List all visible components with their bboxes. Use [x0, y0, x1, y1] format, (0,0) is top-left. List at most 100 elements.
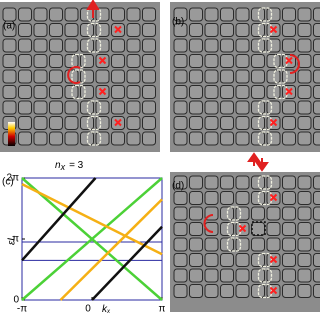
- resonator: [80, 69, 94, 84]
- resonator: [173, 222, 188, 236]
- resonator: [189, 237, 203, 252]
- resonator: [189, 175, 203, 190]
- resonator: [266, 100, 281, 115]
- resonator: [49, 7, 63, 22]
- panel-label: (d): [172, 181, 184, 192]
- resonator: [189, 222, 203, 236]
- band-line: [21, 182, 163, 256]
- resonator: [173, 69, 188, 84]
- resonator: [313, 100, 320, 115]
- resonator: [189, 54, 203, 68]
- resonator: [297, 54, 312, 68]
- resonator: [18, 23, 32, 37]
- resonator: [142, 116, 156, 130]
- resonator: [126, 116, 141, 130]
- resonator: [313, 54, 320, 68]
- resonator: [313, 175, 320, 190]
- resonator: [173, 85, 188, 99]
- panel-label: (a): [3, 21, 15, 32]
- resonator: [49, 100, 63, 115]
- resonator: [297, 206, 312, 221]
- coupler: [114, 25, 122, 34]
- resonator: [282, 237, 296, 252]
- resonator: [204, 284, 219, 298]
- resonator: [297, 253, 312, 267]
- edge-resonator: [226, 206, 242, 221]
- resonator: [251, 175, 265, 190]
- resonator: [33, 100, 48, 115]
- resonator: [111, 131, 125, 146]
- resonator: [297, 175, 312, 190]
- coupler: [269, 193, 278, 202]
- resonator: [266, 222, 281, 236]
- resonator: [126, 100, 141, 115]
- resonator: [189, 85, 203, 99]
- resonator: [64, 7, 79, 22]
- resonator: [18, 38, 32, 53]
- resonator: [220, 100, 234, 115]
- resonator: [111, 85, 125, 99]
- resonator: [266, 237, 281, 252]
- resonator: [313, 284, 320, 298]
- coupler: [98, 87, 107, 96]
- resonator: [297, 191, 312, 205]
- resonator: [251, 284, 265, 298]
- resonator: [282, 253, 296, 267]
- annotation: nx = 3: [55, 160, 84, 173]
- resonator: [313, 116, 320, 130]
- edge-resonator: [71, 84, 86, 100]
- resonator: [266, 85, 281, 99]
- resonator: [313, 85, 320, 99]
- resonator: [251, 85, 265, 99]
- resonator: [313, 69, 320, 84]
- resonator: [18, 100, 32, 115]
- resonator: [95, 7, 110, 22]
- resonator: [220, 268, 234, 283]
- resonator: [235, 284, 250, 298]
- resonator: [189, 116, 203, 130]
- symbol: n: [55, 160, 61, 171]
- resonator: [220, 175, 234, 190]
- resonator: [189, 284, 203, 298]
- resonator: [95, 38, 110, 53]
- resonator: [2, 69, 17, 84]
- resonator: [220, 38, 234, 53]
- resonator: [251, 253, 265, 267]
- edge-resonator: [257, 190, 273, 206]
- resonator: [189, 100, 203, 115]
- resonator: [235, 175, 250, 190]
- resonator: [251, 54, 265, 68]
- resonator: [142, 85, 156, 99]
- resonator: [49, 85, 63, 99]
- resonator: [204, 38, 219, 53]
- resonator: [189, 69, 203, 84]
- resonator: [111, 69, 125, 84]
- resonator: [173, 268, 188, 283]
- resonator: [204, 253, 219, 267]
- resonator: [251, 237, 265, 252]
- resonator: [251, 69, 265, 84]
- resonator: [142, 100, 156, 115]
- edge-resonator: [86, 100, 102, 115]
- resonator: [313, 38, 320, 53]
- resonator: [251, 222, 265, 236]
- resonator: [126, 23, 141, 37]
- resonator: [189, 7, 203, 22]
- resonator: [297, 69, 312, 84]
- resonator: [126, 131, 141, 146]
- panel-label: (c): [2, 177, 14, 188]
- coupler: [269, 118, 278, 127]
- x-label: k: [102, 304, 108, 315]
- resonator: [297, 268, 312, 283]
- resonator: [126, 7, 141, 22]
- band-line: [59, 198, 163, 301]
- resonator: [95, 100, 110, 115]
- resonator: [297, 38, 312, 53]
- resonator: [80, 100, 94, 115]
- resonator: [220, 54, 234, 68]
- resonator: [220, 131, 234, 146]
- resonator: [251, 131, 265, 146]
- resonator: [49, 38, 63, 53]
- resonator: [111, 54, 125, 68]
